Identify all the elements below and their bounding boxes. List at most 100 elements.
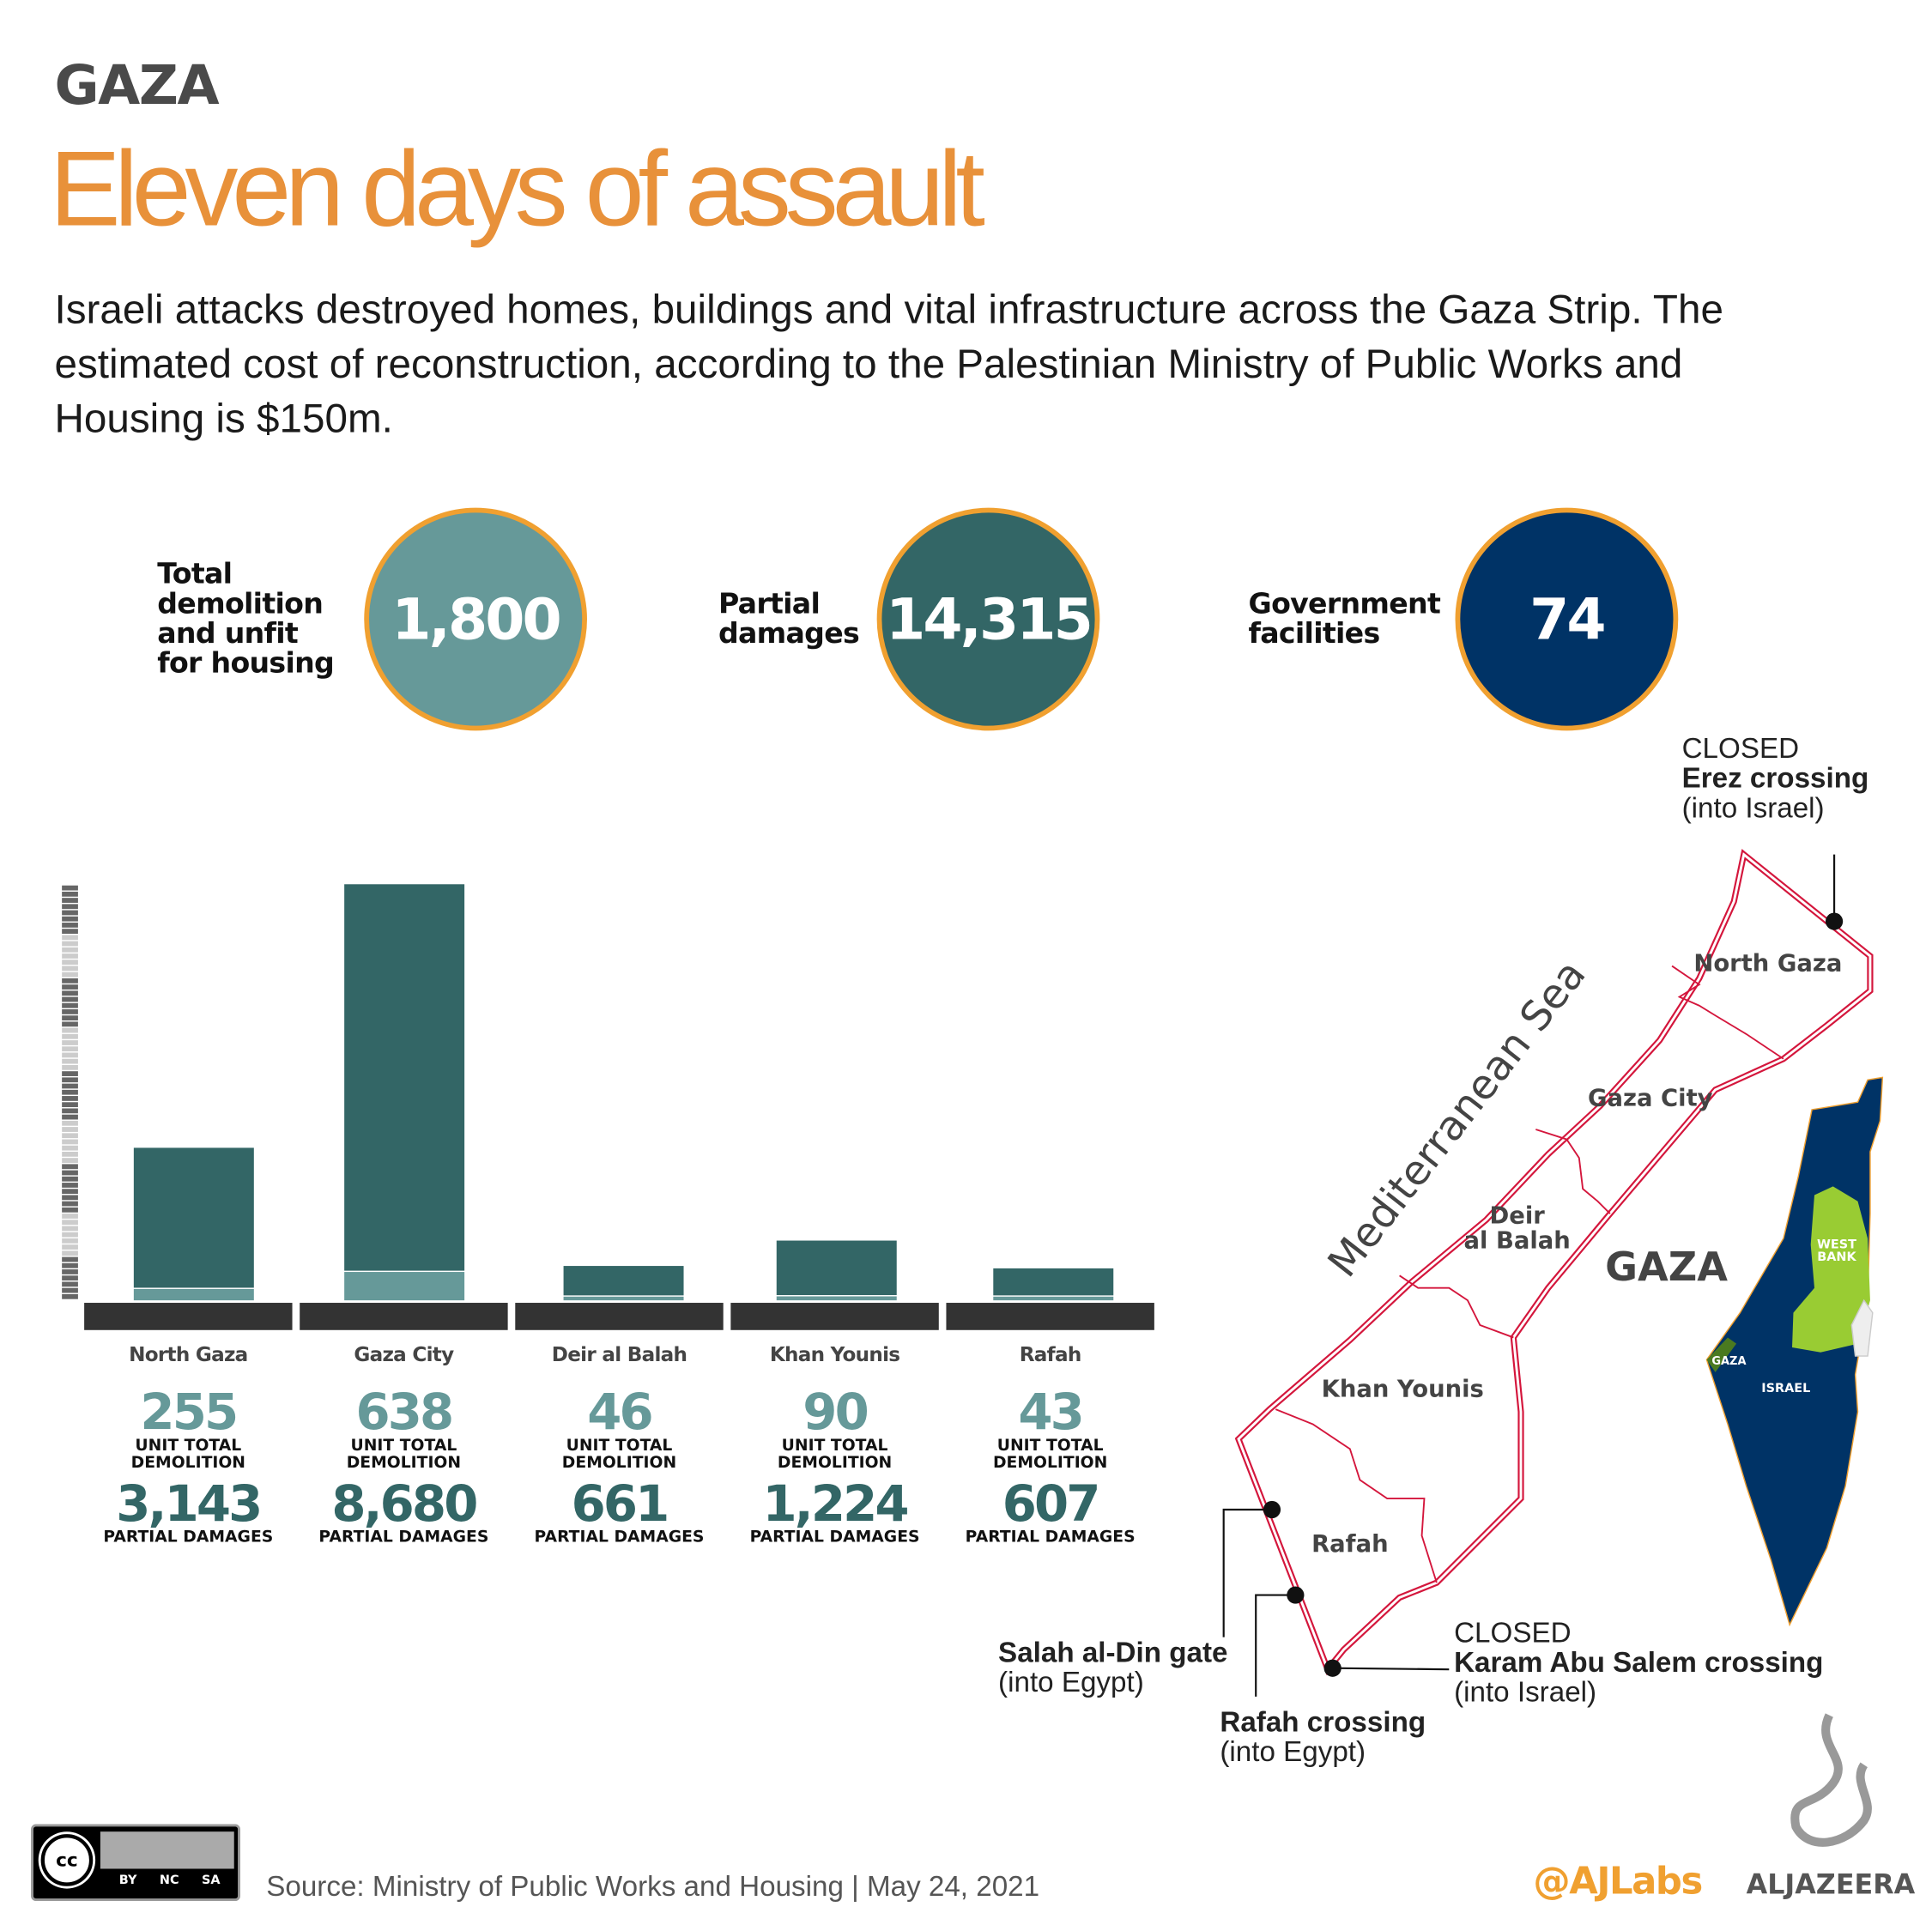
axis-tick [62,910,78,916]
inset-label-west-bank: WEST [1817,1238,1856,1252]
axis-tick [62,1077,78,1083]
axis-tick [62,990,78,996]
bar-base-plinth [84,1303,293,1330]
partial-value-label: 8,680 [331,1476,478,1534]
demolition-caption: UNIT TOTAL DEMOLITION [561,1436,677,1473]
partial-value-label: 607 [1002,1476,1101,1534]
partial-value-label: 1,224 [762,1476,910,1534]
axis-tick [62,1158,78,1163]
demolition-caption: UNIT TOTAL DEMOLITION [346,1436,462,1473]
stat-value: 74 [1529,585,1606,653]
cc-license-badge[interactable]: cc BY NC SA [31,1824,240,1902]
demolition-value-label: 43 [1018,1384,1084,1442]
axis-tick [62,904,78,910]
axis-tick [62,1108,78,1114]
district-stats: Khan Younis 90 UNIT TOTAL DEMOLITION 1,2… [730,1342,940,1547]
crossing-leaders [1222,854,1836,1697]
axis-tick [62,1058,78,1064]
stat-circle-government: 74 [1455,507,1679,731]
crossing-note: (into Egypt) [998,1665,1144,1698]
israel-inset-map: WEST BANK GAZA ISRAEL [1705,1076,1884,1627]
inset-label-gaza: GAZA [1711,1355,1746,1368]
crossing-erez: CLOSED Erez crossing (into Israel) [1682,733,1869,822]
demolition-caption: UNIT TOTAL DEMOLITION [777,1436,893,1473]
axis-tick [62,1256,78,1262]
tick-label: Gaza City [354,1342,454,1366]
axis-tick [62,1127,78,1132]
axis-tick [62,972,78,978]
axis-tick [62,1195,78,1201]
district-stats: Gaza City 638 UNIT TOTAL DEMOLITION 8,68… [299,1342,509,1547]
cc-terms: BY NC SA [108,1873,232,1887]
axis-tick [62,1151,78,1157]
axis-tick [62,1281,78,1287]
map-label-north-gaza: North Gaza [1693,949,1843,978]
axis-tick [62,1139,78,1145]
axis-tick [62,996,78,1002]
stat-label-government: Government facilities [1248,588,1441,651]
axis-tick [62,1083,78,1089]
axis-tick [62,885,78,891]
axis-tick [62,1189,78,1195]
axis-tick [62,947,78,953]
crossing-name: Karam Abu Salem crossing [1454,1645,1824,1679]
map-label-gaza: GAZA [1605,1243,1728,1291]
crossing-status: CLOSED [1454,1616,1572,1649]
bar-demolition [993,1296,1114,1301]
tick-label: North Gaza [129,1342,248,1366]
inset-label-west-bank-2: BANK [1817,1250,1856,1264]
inset-label-israel: ISRAEL [1761,1382,1810,1395]
axis-tick [62,966,78,972]
cc-term: NC [159,1873,179,1888]
axis-tick [62,1114,78,1120]
tick-label: Deir al Balah [551,1342,687,1366]
bar-base-plinth [515,1303,724,1330]
crossing-salah-al-din: Salah al-Din gate (into Egypt) [998,1637,1227,1697]
axis-tick [62,891,78,897]
partial-caption: PARTIAL DAMAGES [749,1528,920,1547]
demolition-value-label: 46 [587,1384,653,1442]
bar-base-plinth [730,1303,939,1330]
axis-tick [62,1275,78,1281]
axis-tick [62,1214,78,1219]
axis-tick [62,1170,78,1176]
axis-tick [62,1250,78,1256]
axis-tick [62,1027,78,1033]
bar-partial [133,1147,254,1288]
axis-tick [62,1220,78,1226]
partial-value-label: 3,143 [116,1476,263,1534]
bar-demolition [344,1272,465,1301]
axis-tick [62,1120,78,1126]
axis-tick [62,1021,78,1027]
map-label-rafah: Rafah [1311,1530,1389,1559]
bar-demolition [563,1296,684,1301]
axis-tick [62,929,78,935]
axis-tick [62,1033,78,1039]
stat-value: 14,315 [886,585,1093,653]
bar-partial [776,1240,897,1296]
map-label-khan-younis: Khan Younis [1321,1376,1484,1403]
axis-tick [62,1064,78,1070]
demolition-value-label: 638 [355,1384,455,1442]
axis-tick [62,1269,78,1274]
crossing-name: Erez crossing [1681,761,1869,794]
crossing-name: Rafah crossing [1220,1705,1426,1738]
stat-label-partial: Partial damages [718,588,860,651]
partial-value-label: 661 [571,1476,670,1534]
axis-tick [62,898,78,903]
bar-partial [344,884,465,1271]
axis-tick [62,1009,78,1014]
axis-tick [62,1232,78,1238]
axis-tick [62,978,78,984]
stat-circle-partial: 14,315 [876,507,1100,731]
district-stats: North Gaza 255 UNIT TOTAL DEMOLITION 3,1… [83,1342,294,1547]
axis-tick [62,935,78,941]
west-bank-shape [1792,1186,1870,1353]
ajlabs-handle[interactable]: @AJLabs [1533,1860,1703,1904]
crossing-dot-erez [1825,912,1844,930]
axis-tick [62,1096,78,1101]
district-stats: Deir al Balah 46 UNIT TOTAL DEMOLITION 6… [514,1342,724,1547]
demolition-caption: UNIT TOTAL DEMOLITION [130,1436,246,1473]
stat-label-demolition: Total demolition and unfit for housing [157,558,335,681]
